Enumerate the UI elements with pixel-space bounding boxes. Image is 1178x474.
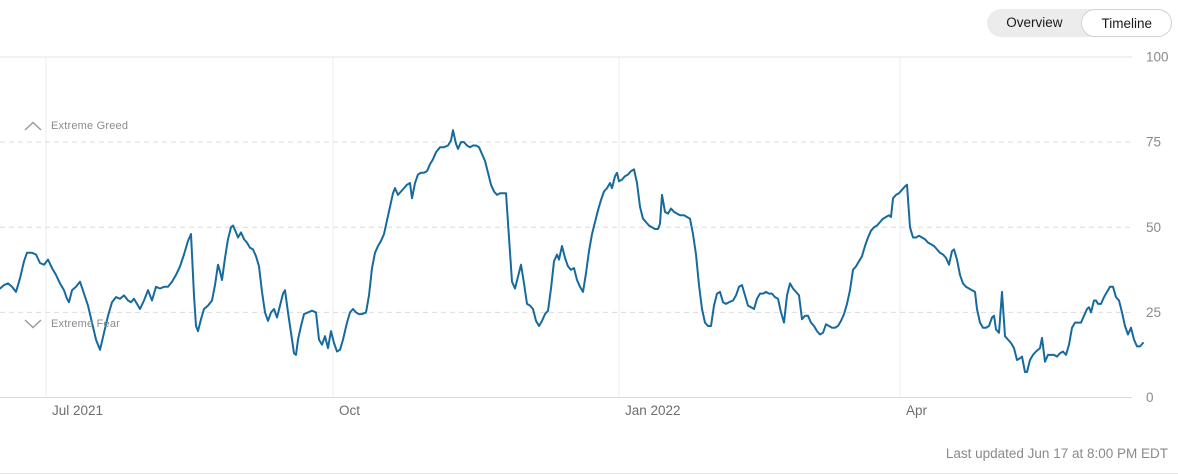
index-line — [0, 129, 1144, 373]
toggle-timeline-button[interactable]: Timeline — [1081, 9, 1172, 37]
extreme-greed-label: Extreme Greed — [51, 120, 129, 132]
x-tick-label-apr: Apr — [906, 403, 928, 418]
last-updated-text: Last updated Jun 17 at 8:00 PM EDT — [945, 446, 1168, 461]
y-tick-label-100: 100 — [1146, 50, 1169, 65]
chevron-down-icon — [24, 319, 42, 329]
y-tick-label-50: 50 — [1146, 220, 1161, 235]
extreme-fear-threshold: Extreme Fear — [24, 318, 120, 330]
y-tick-label-25: 25 — [1146, 305, 1161, 320]
view-toggle: Overview Timeline — [987, 9, 1172, 37]
y-tick-label-75: 75 — [1146, 135, 1161, 150]
x-tick-label-oct: Oct — [339, 403, 360, 418]
x-tick-label-jul-2021: Jul 2021 — [52, 403, 103, 418]
toggle-overview-button[interactable]: Overview — [987, 9, 1081, 37]
chevron-up-icon — [24, 121, 42, 131]
extreme-fear-label: Extreme Fear — [51, 318, 121, 330]
extreme-greed-threshold: Extreme Greed — [24, 120, 128, 132]
x-tick-label-jan-2022: Jan 2022 — [625, 403, 681, 418]
y-tick-label-0: 0 — [1146, 390, 1154, 405]
